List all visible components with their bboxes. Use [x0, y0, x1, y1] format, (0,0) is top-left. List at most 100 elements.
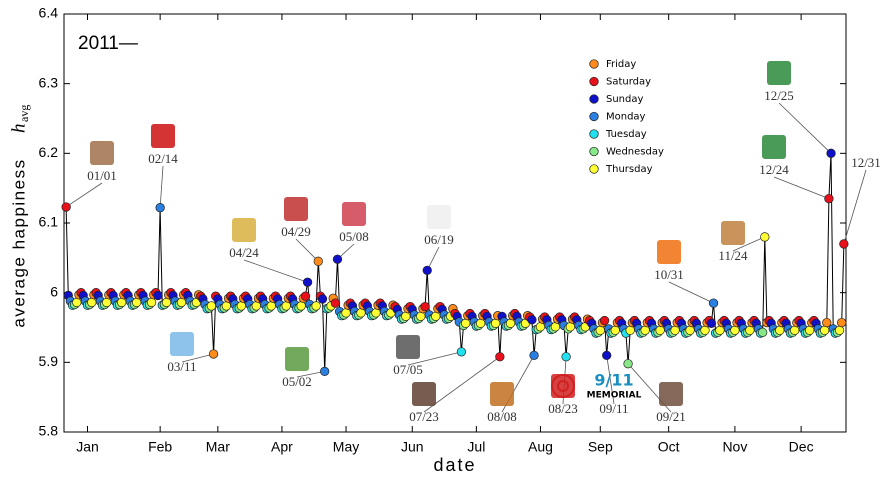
x-tick-label: Feb: [148, 439, 172, 455]
x-tick-label: Sep: [588, 439, 613, 455]
leader-line: [296, 370, 325, 378]
leader-line: [778, 102, 832, 154]
leader-line: [843, 169, 867, 245]
data-point: [431, 311, 441, 322]
annotation: 04/29: [281, 224, 311, 239]
annotation: 03/11: [167, 359, 196, 374]
event-icon: [762, 135, 786, 159]
y-axis-label: average happiness: [9, 158, 28, 327]
event-icon: [90, 141, 114, 165]
data-point: [826, 148, 836, 158]
data-point: [655, 325, 665, 335]
leader-line: [295, 238, 319, 262]
legend-label: Sunday: [606, 94, 643, 105]
data-point: [317, 294, 328, 304]
y-tick-label: 6.3: [39, 74, 59, 90]
data-point: [706, 318, 717, 328]
data-point: [208, 349, 219, 359]
event-icon: [659, 382, 683, 406]
data-point: [320, 366, 330, 377]
annotation: 12/31: [851, 155, 881, 170]
x-tick-label: Jul: [467, 439, 485, 455]
y-tick-label: 5.9: [39, 353, 59, 369]
data-point: [640, 325, 650, 335]
legend-label: Thursday: [605, 164, 653, 175]
x-tick-label: May: [333, 439, 359, 455]
data-point: [602, 350, 612, 361]
y-tick-label: 6.4: [39, 5, 59, 21]
annotation: 12/24: [759, 162, 789, 177]
data-point: [775, 325, 785, 335]
event-icon: [490, 382, 514, 406]
legend-label: Tuesday: [605, 129, 647, 140]
data-point: [708, 298, 719, 308]
leader-line: [181, 353, 214, 363]
data-point: [461, 318, 471, 328]
data-point: [834, 325, 845, 335]
data-point: [700, 325, 710, 335]
annotation: 09/11: [599, 401, 628, 416]
event-icon: [557, 380, 569, 392]
data-point: [505, 318, 516, 328]
leader-line: [407, 351, 462, 366]
data-point: [102, 297, 112, 308]
data-point: [266, 301, 276, 311]
data-point: [837, 317, 847, 328]
annotation: 08/23: [548, 401, 578, 416]
data-point: [281, 301, 291, 311]
x-tick-label: Aug: [528, 439, 553, 455]
x-tick-label: Jun: [401, 439, 424, 455]
data-point: [745, 325, 755, 335]
leader-line: [65, 182, 103, 208]
event-icon: [767, 61, 791, 85]
annotation: 05/02: [282, 374, 312, 389]
data-point: [819, 325, 830, 335]
y-tick-label: 6.2: [39, 144, 59, 160]
icon-text: 9/11: [594, 371, 633, 390]
data-point: [561, 352, 571, 362]
event-icon: [342, 202, 366, 226]
annotation: 09/21: [656, 409, 686, 424]
event-icon: [284, 197, 308, 221]
data-point: [529, 350, 539, 361]
data-point: [236, 301, 246, 311]
data-point: [296, 301, 306, 311]
data-point: [495, 352, 505, 362]
annotation: 10/31: [654, 267, 684, 282]
leader-line: [773, 176, 830, 199]
leader-line: [243, 259, 308, 283]
leader-line: [732, 236, 765, 252]
event-icon: [412, 382, 436, 406]
data-point: [300, 291, 311, 301]
data-point: [176, 297, 187, 308]
legend-label: Wednesday: [606, 147, 664, 158]
event-icon: [170, 332, 194, 356]
y-axis-label-group: average happiness h avg: [8, 105, 30, 328]
x-tick-label: Jan: [76, 439, 99, 455]
data-point: [565, 322, 576, 332]
event-icon: [551, 374, 575, 398]
data-point: [72, 297, 82, 308]
data-point: [131, 297, 142, 308]
leader-line: [606, 355, 615, 405]
x-tick-label: Nov: [722, 439, 747, 455]
data-point: [685, 325, 695, 335]
data-point: [730, 325, 740, 335]
data-point: [625, 325, 635, 335]
chart-title: 2011—: [78, 33, 138, 54]
event-icon: [427, 205, 451, 229]
data-point: [822, 317, 832, 328]
data-point: [161, 297, 172, 308]
data-point: [371, 308, 381, 318]
data-point: [251, 301, 261, 311]
data-point: [790, 325, 800, 335]
x-tick-label: Dec: [789, 439, 814, 455]
leader-line: [159, 165, 164, 208]
data-point: [146, 297, 157, 308]
annotation: 05/08: [339, 229, 369, 244]
y-tick-label: 5.8: [39, 423, 59, 439]
data-point: [332, 254, 343, 264]
data-point: [760, 232, 770, 242]
data-point: [839, 239, 849, 249]
data-point: [153, 290, 163, 301]
